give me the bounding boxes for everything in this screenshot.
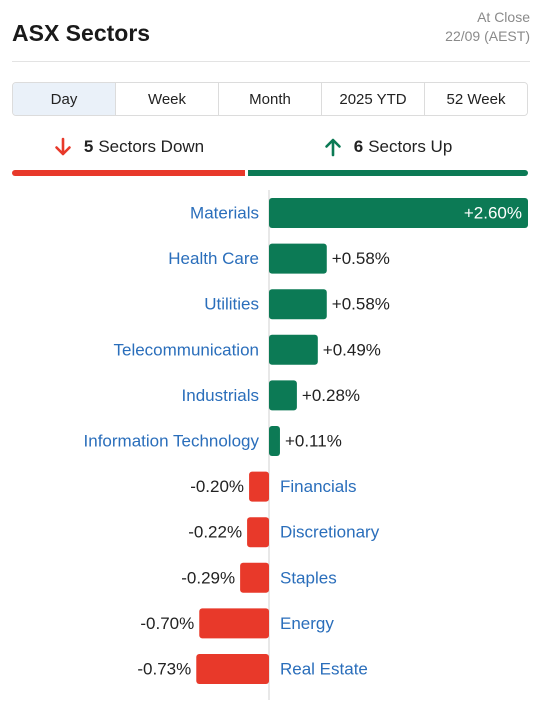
tab-week[interactable]: Week	[116, 83, 219, 115]
page-title: ASX Sectors	[12, 20, 151, 46]
value-label-utilities: +0.58%	[332, 295, 390, 314]
arrow-down-icon	[55, 137, 71, 156]
sectors-down-count: 5	[83, 137, 94, 156]
value-label-financials: -0.20%	[190, 477, 244, 496]
category-label-industrials[interactable]: Industrials	[182, 386, 259, 405]
tab-day[interactable]: Day	[13, 83, 116, 115]
bar-materials[interactable]	[269, 198, 528, 228]
bar-telecommunication[interactable]	[269, 334, 318, 365]
bar-information-technology[interactable]	[269, 426, 280, 456]
sectors-up-label: Sectors Up	[368, 137, 453, 156]
value-label-materials: +2.60%	[464, 204, 522, 223]
period-tabs: Day Week Month 2025 YTD 52 Week	[12, 82, 528, 116]
category-label-energy[interactable]: Energy	[280, 614, 334, 633]
sector-summary: 5 Sectors Down 6 Sectors Up	[12, 130, 528, 178]
header: ASX Sectors At Close 22/09 (AEST)	[12, 6, 530, 62]
value-label-energy: -0.70%	[140, 614, 194, 633]
value-label-health-care: +0.58%	[332, 249, 390, 268]
value-label-information-technology: +0.11%	[285, 432, 342, 451]
bar-discretionary[interactable]	[247, 517, 269, 548]
value-label-real-estate: -0.73%	[137, 660, 191, 679]
category-label-materials[interactable]: Materials	[190, 204, 259, 223]
sectors-up-summary: 6 Sectors Up	[248, 130, 528, 164]
category-label-financials[interactable]: Financials	[280, 477, 357, 496]
category-label-health-care[interactable]: Health Care	[168, 249, 259, 268]
tab-ytd[interactable]: 2025 YTD	[322, 83, 425, 115]
category-label-real-estate[interactable]: Real Estate	[280, 660, 368, 679]
sectors-down-label: Sectors Down	[98, 137, 205, 156]
as-of-status: At Close	[477, 9, 530, 25]
bar-financials[interactable]	[249, 471, 269, 502]
category-label-information-technology[interactable]: Information Technology	[84, 432, 260, 451]
sectors-up-count: 6	[353, 137, 364, 156]
sectors-up-bar	[248, 170, 528, 176]
sectors-down-bar	[12, 170, 245, 176]
sector-performance-chart: Materials +2.60% Health Care +0.58% Utilitie…	[84, 190, 528, 700]
bar-industrials[interactable]	[269, 380, 297, 411]
bar-real-estate[interactable]	[196, 654, 269, 684]
category-label-telecommunication[interactable]: Telecommunication	[113, 340, 259, 359]
value-label-industrials: +0.28%	[302, 386, 360, 405]
bar-health-care[interactable]	[269, 243, 327, 274]
bars-group: Materials +2.60% Health Care +0.58% Utilitie…	[84, 198, 528, 684]
category-label-discretionary[interactable]: Discretionary	[280, 523, 380, 542]
bar-staples[interactable]	[240, 562, 269, 593]
sectors-down-summary: 5 Sectors Down	[12, 130, 246, 164]
value-label-staples: -0.29%	[181, 568, 235, 587]
category-label-utilities[interactable]: Utilities	[204, 295, 259, 314]
as-of-timestamp: At Close 22/09 (AEST)	[445, 8, 530, 46]
bar-utilities[interactable]	[269, 289, 327, 320]
tab-month[interactable]: Month	[219, 83, 322, 115]
arrow-up-icon	[324, 138, 341, 157]
value-label-discretionary: -0.22%	[188, 523, 242, 542]
tab-52-week[interactable]: 52 Week	[425, 83, 527, 115]
as-of-date: 22/09 (AEST)	[445, 28, 530, 44]
bar-energy[interactable]	[199, 608, 269, 639]
value-label-telecommunication: +0.49%	[323, 340, 381, 359]
category-label-staples[interactable]: Staples	[280, 568, 337, 587]
